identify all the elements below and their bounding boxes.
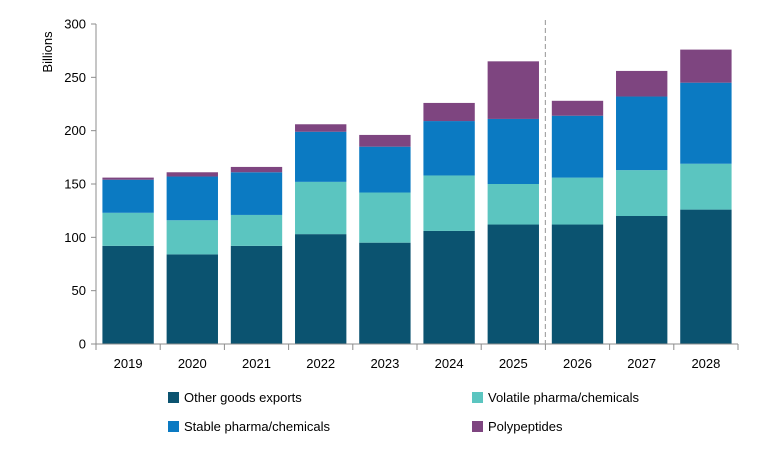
bar-segment xyxy=(680,82,732,164)
bar-segment xyxy=(295,124,347,132)
bar-segment xyxy=(616,96,668,171)
x-tick-label: 2026 xyxy=(563,356,592,371)
bar-segment xyxy=(680,209,732,344)
x-tick-label: 2020 xyxy=(178,356,207,371)
legend-label: Polypeptides xyxy=(488,419,563,434)
legend-swatch xyxy=(472,421,483,432)
y-tick-label: 0 xyxy=(79,337,86,352)
bar-segment xyxy=(230,172,283,215)
bar-segment xyxy=(551,115,604,178)
legend-label: Volatile pharma/chemicals xyxy=(488,390,640,405)
bar-segment xyxy=(616,70,668,97)
bar-segment xyxy=(166,172,218,177)
bar-segment xyxy=(616,170,668,216)
bar-segment xyxy=(166,254,218,344)
x-axis: 2019 2020 2021 2022 2023 2024 2025 2026 2027 2028 xyxy=(95,343,739,371)
bar-segment xyxy=(551,224,604,344)
y-tick-label: 100 xyxy=(64,230,86,245)
y-tick-label: 50 xyxy=(72,283,86,298)
legend-swatch xyxy=(168,392,179,403)
bar-segment xyxy=(295,131,347,182)
bar-segment xyxy=(423,102,475,122)
x-tick-label: 2024 xyxy=(435,356,464,371)
x-tick-label: 2025 xyxy=(499,356,528,371)
y-tick-label: 250 xyxy=(64,70,86,85)
y-tick-label: 200 xyxy=(64,123,86,138)
x-tick-label: 2022 xyxy=(306,356,335,371)
x-tick-label: 2023 xyxy=(370,356,399,371)
bar-segment xyxy=(487,224,539,344)
bar-segment xyxy=(102,245,154,344)
bar-segment xyxy=(487,184,539,225)
bar-segment xyxy=(166,220,218,255)
bar-segment xyxy=(359,192,411,243)
legend-swatch xyxy=(168,421,179,432)
bar-segment xyxy=(359,242,411,344)
bar-segment xyxy=(102,212,154,246)
bar-segment xyxy=(487,118,539,184)
y-tick-label: 150 xyxy=(64,177,86,192)
legend-label: Stable pharma/chemicals xyxy=(184,419,330,434)
legend-label: Other goods exports xyxy=(184,390,302,405)
legend: Other goods exports Volatile pharma/chemi… xyxy=(168,390,640,434)
bar-segment xyxy=(102,179,154,213)
bars-group xyxy=(102,49,732,344)
x-tick-label: 2028 xyxy=(691,356,720,371)
x-tick-label: 2019 xyxy=(114,356,143,371)
bar-segment xyxy=(102,177,154,180)
x-tick-label: 2027 xyxy=(627,356,656,371)
bar-segment xyxy=(616,216,668,344)
bar-segment xyxy=(230,245,283,344)
bar-segment xyxy=(359,146,411,193)
bar-segment xyxy=(230,214,283,246)
bar-segment xyxy=(551,100,604,116)
bar-segment xyxy=(487,61,539,119)
bar-segment xyxy=(295,234,347,344)
bar-segment xyxy=(680,49,732,83)
x-tick-label: 2021 xyxy=(242,356,271,371)
bar-segment xyxy=(551,177,604,225)
y-axis: 0 50 100 150 200 250 300 xyxy=(64,17,97,352)
legend-swatch xyxy=(472,392,483,403)
bar-segment xyxy=(423,175,475,231)
bar-segment xyxy=(166,176,218,221)
bar-segment xyxy=(680,163,732,210)
bar-segment xyxy=(230,166,283,173)
y-tick-label: 300 xyxy=(64,17,86,32)
y-axis-label: Billions xyxy=(40,31,55,73)
bar-segment xyxy=(423,121,475,176)
bar-segment xyxy=(423,230,475,344)
bar-segment xyxy=(359,134,411,147)
bar-segment xyxy=(295,181,347,235)
